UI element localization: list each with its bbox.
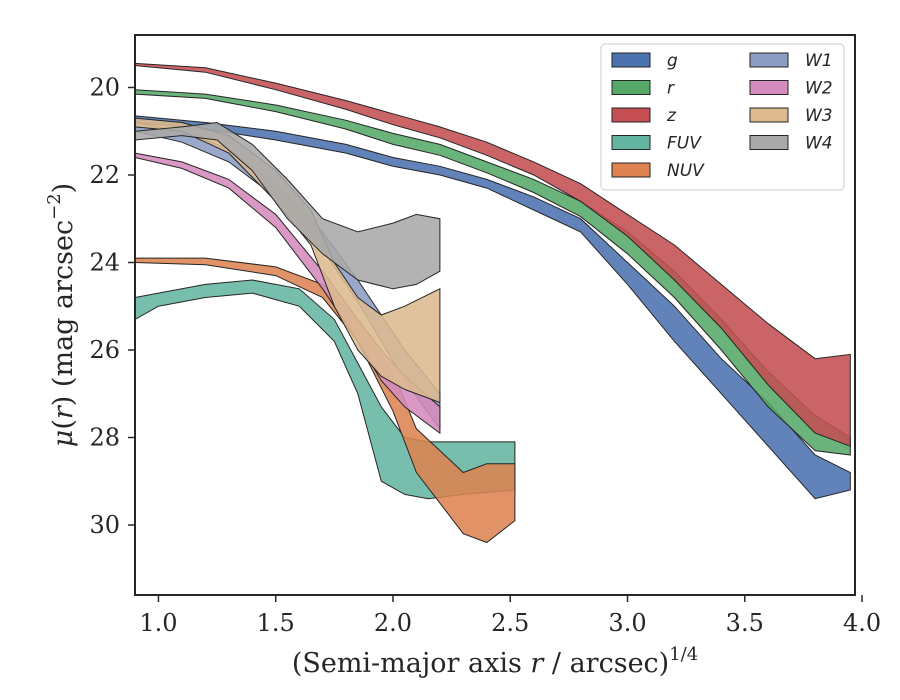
legend-label-nuv: NUV <box>667 161 705 181</box>
plot-frame <box>134 34 856 596</box>
legend-label-z: z <box>666 106 677 126</box>
legend-swatch-fuv <box>611 135 651 150</box>
y-tick-label: 28 <box>89 424 120 452</box>
x-tick-label: 2.5 <box>491 609 529 637</box>
legend-label-w1: W1 <box>805 51 833 71</box>
legend-swatch-nuv <box>611 162 651 178</box>
legend: grz FUV NUV W1 W2 W3 W4 <box>600 43 845 191</box>
x-tick-label: 3.5 <box>726 609 764 637</box>
legend-swatch-r <box>611 80 651 95</box>
band-nuv <box>134 257 516 544</box>
band-r <box>134 89 851 456</box>
legend-swatch-w2 <box>749 80 789 95</box>
band-fuv <box>134 279 516 500</box>
band-w4 <box>134 121 441 290</box>
legend-label-w3: W3 <box>805 106 833 126</box>
y-axis-label: μ(r) (mag arcsec−2) <box>44 183 79 447</box>
band-g <box>134 115 851 500</box>
legend-swatch-w4 <box>749 135 789 150</box>
x-tick-label: 3.0 <box>608 609 646 637</box>
legend-swatch-w3 <box>749 107 789 123</box>
x-axis-label: (Semi-major axis r / arcsec)1/4 <box>292 644 698 679</box>
x-tick-label: 1.0 <box>139 609 177 637</box>
legend-label-w2: W2 <box>805 79 833 99</box>
x-tick-label: 2.0 <box>374 609 412 637</box>
legend-label-fuv: FUV <box>667 134 702 154</box>
legend-label-g: g <box>667 51 678 71</box>
profile-bands <box>134 62 851 544</box>
y-tick-label: 30 <box>89 511 120 539</box>
y-tick-label: 26 <box>89 336 120 364</box>
legend-label-r: r <box>667 79 675 99</box>
y-tick-label: 20 <box>89 74 120 102</box>
y-tick-label: 22 <box>89 161 120 189</box>
band-w2 <box>134 152 441 435</box>
y-tick-label: 24 <box>89 249 120 277</box>
legend-swatch-w1 <box>749 52 789 68</box>
legend-swatch-z <box>611 107 651 123</box>
legend-swatch-g <box>611 52 651 68</box>
band-z <box>134 62 851 447</box>
x-tick-label: 1.5 <box>257 609 295 637</box>
axes: 1.0 1.5 2.0 2.5 3.0 3.5 4.0 20 22 24 26 28 30 <box>89 34 881 637</box>
x-tick-label: 4.0 <box>843 609 881 637</box>
legend-label-w4: W4 <box>805 134 833 154</box>
